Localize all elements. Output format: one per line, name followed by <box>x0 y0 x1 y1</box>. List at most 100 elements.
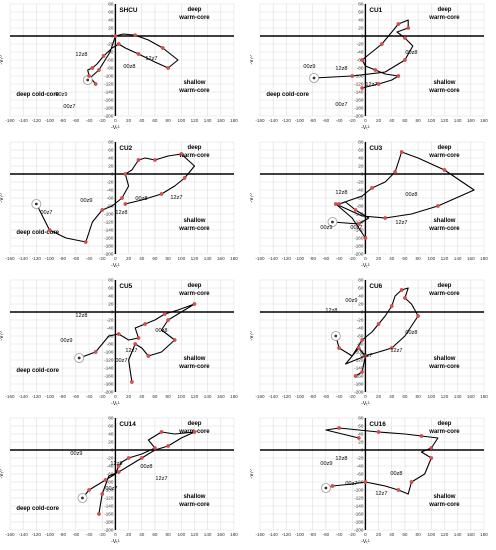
y-tick-label: -200 <box>104 114 114 119</box>
x-tick-label: -140 <box>19 118 29 123</box>
chart-title: CU14 <box>119 421 136 428</box>
x-axis-label: -Vₜᴸ <box>361 539 370 545</box>
x-tick-label: -20 <box>99 256 106 261</box>
y-tick-label: 40 <box>358 18 364 23</box>
panel-cu2: 80 60 40 20 0 -20 -40 -60 -80 -100 -120 -140 -160 -18… <box>0 138 246 274</box>
y-tick-label: 80 <box>108 140 114 145</box>
y-tick-label: 0 <box>361 34 364 39</box>
y-tick-label: 80 <box>358 278 364 283</box>
data-point <box>389 304 394 308</box>
gridlines <box>9 417 235 531</box>
y-tick-label: -20 <box>107 180 114 185</box>
y-tick-label: -120 <box>104 82 114 87</box>
gridlines <box>9 141 235 255</box>
data-point <box>442 168 447 172</box>
x-tick-label: 40 <box>139 118 145 123</box>
chart-shcu: 806040200-20-40-60-80-100-120-140-160-18… <box>0 2 238 131</box>
x-tick-label: -120 <box>32 532 42 537</box>
data-point <box>166 444 170 448</box>
y-tick-label: -20 <box>357 180 364 185</box>
data-point <box>153 446 157 450</box>
time-label: 00z9 <box>345 298 357 304</box>
quadrant-label-deep-cold: deep cold-core <box>16 92 59 98</box>
x-tick-label: -160 <box>5 532 15 537</box>
quadrant-label-shallow-warm: shallow <box>183 356 205 362</box>
y-axis-label: -Vₜᵁ <box>0 469 5 479</box>
data-point <box>116 332 121 336</box>
panel-cu1: 80 60 40 20 0 -20 -40 -60 -80 -100 -120 -140 -160 -18… <box>250 0 496 136</box>
x-axis-label: -Vₜᴸ <box>111 401 120 407</box>
time-label: 00z7 <box>115 358 127 364</box>
x-tick-label: 20 <box>376 394 382 399</box>
data-point <box>396 74 401 78</box>
data-point <box>399 288 404 292</box>
time-label: 12z8 <box>325 308 337 314</box>
x-tick-label: -40 <box>86 532 93 537</box>
time-label: 00z8 <box>140 464 152 470</box>
quadrant-label-deep-warm: warm-core <box>178 291 210 297</box>
data-point <box>419 434 424 438</box>
panel-cu6: 80 60 40 20 0 -20 -40 -60 -80 -100 -120 -140 -160 -18… <box>250 276 496 412</box>
x-tick-label: 40 <box>389 256 395 261</box>
chart-cu6: 806040200-20-40-60-80-100-120-140-160-18… <box>250 278 488 407</box>
data-point <box>403 36 407 40</box>
quadrant-label-deep-warm: warm-core <box>428 15 460 21</box>
x-tick-label: 100 <box>427 394 435 399</box>
y-tick-label: -200 <box>354 114 364 119</box>
time-label: 00z8 <box>405 330 417 336</box>
x-tick-label: -60 <box>323 118 330 123</box>
data-point <box>363 354 368 358</box>
data-point <box>87 74 91 78</box>
y-tick-label: -120 <box>354 496 364 501</box>
y-tick-label: -140 <box>354 90 364 95</box>
data-point <box>179 152 184 156</box>
x-tick-label: 120 <box>441 256 449 261</box>
y-tick-label: -140 <box>354 366 364 371</box>
x-tick-label: 100 <box>427 532 435 537</box>
y-axis-label: -Vₜᵁ <box>0 331 5 341</box>
x-tick-label: 80 <box>416 118 422 123</box>
time-label: 12z7 <box>390 348 402 354</box>
x-tick-label: -100 <box>45 118 55 123</box>
y-tick-label: -200 <box>104 528 114 533</box>
x-tick-label: -140 <box>19 256 29 261</box>
time-label: 00z8 <box>155 328 167 334</box>
start-dot <box>334 334 338 338</box>
data-point <box>383 216 388 220</box>
time-label: 00z7 <box>105 486 117 492</box>
data-point <box>160 46 165 50</box>
x-tick-label: -60 <box>73 118 80 123</box>
y-tick-label: -160 <box>104 374 114 379</box>
y-tick-label: -40 <box>357 464 364 469</box>
x-tick-label: -120 <box>32 118 42 123</box>
x-tick-label: 120 <box>191 532 199 537</box>
data-point <box>376 430 381 434</box>
y-axis-label: -Vₜᵁ <box>250 193 255 203</box>
data-point <box>363 236 368 240</box>
data-point <box>116 464 121 468</box>
data-point <box>143 322 147 326</box>
chart-cu5: 806040200-20-40-60-80-100-120-140-160-18… <box>0 278 238 407</box>
x-tick-label: 60 <box>152 532 158 537</box>
data-point <box>376 82 381 86</box>
y-tick-label: 0 <box>111 34 114 39</box>
data-point <box>123 202 128 206</box>
y-tick-label: -140 <box>354 228 364 233</box>
data-point <box>373 68 378 72</box>
x-tick-label: 20 <box>126 394 132 399</box>
x-tick-label: -80 <box>309 118 316 123</box>
x-tick-label: -80 <box>59 532 66 537</box>
y-tick-label: 20 <box>108 440 114 445</box>
y-tick-label: -120 <box>354 220 364 225</box>
trajectory-line <box>332 151 475 239</box>
data-point <box>360 58 364 62</box>
y-axis-label: -Vₜᵁ <box>0 193 5 203</box>
data-point <box>416 314 420 318</box>
gridlines <box>259 279 485 393</box>
y-tick-label: -120 <box>354 358 364 363</box>
data-point <box>146 354 151 358</box>
x-tick-label: 80 <box>166 256 172 261</box>
start-dot <box>81 496 84 500</box>
data-point <box>360 86 364 90</box>
y-tick-label: -100 <box>104 74 114 79</box>
